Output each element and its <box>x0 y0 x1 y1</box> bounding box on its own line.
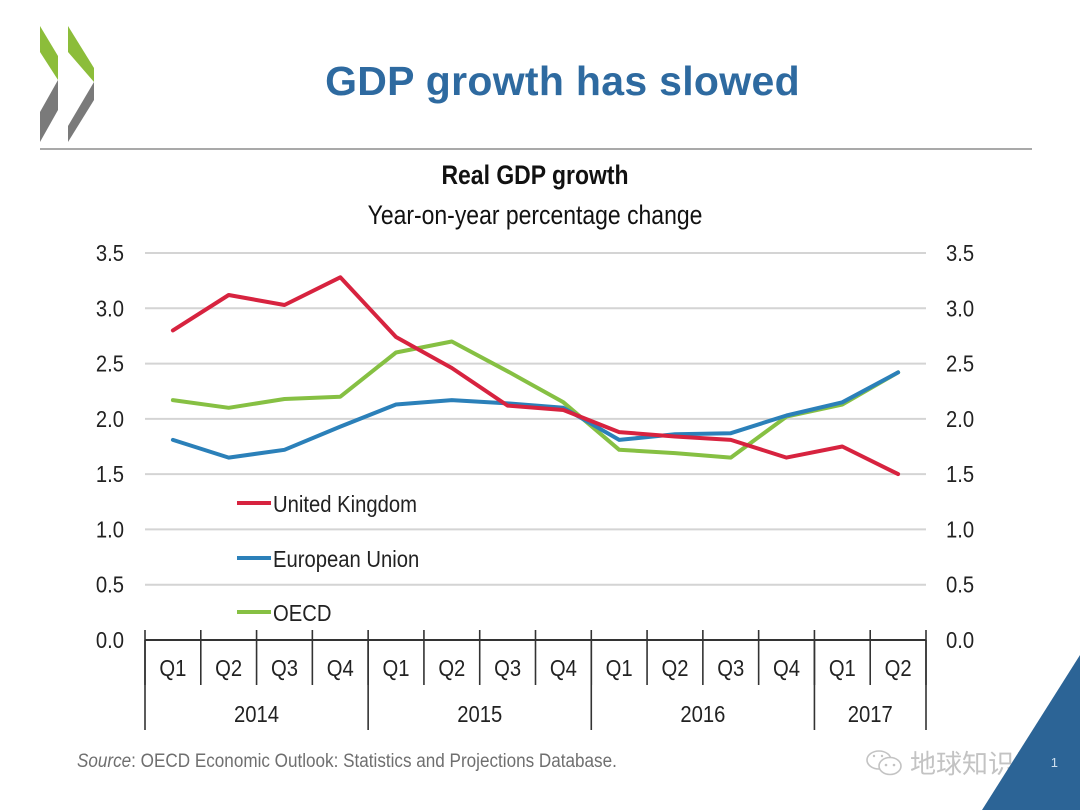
series-line-european-union <box>170 370 901 460</box>
series-line-united-kingdom <box>170 275 901 477</box>
chart-title: Real GDP growth <box>441 160 629 190</box>
y-axis-right: 0.0 0.5 1.0 1.5 2.0 2.5 3.0 3.5 <box>946 240 974 654</box>
y-tick-label-right: 1.0 <box>946 516 974 543</box>
x-tick-label-quarter: Q4 <box>550 655 577 682</box>
legend-label: OECD <box>273 600 331 627</box>
x-axis: Q1 Q2 Q3 Q4 Q1 Q2 Q3 Q4 Q1 Q2 Q3 Q4 Q1 Q2 2014 2015 2016… <box>144 630 927 730</box>
y-tick-label-left: 3.0 <box>96 295 124 322</box>
y-tick-label-right: 1.5 <box>946 461 974 488</box>
logo-chevron-left-grey <box>40 80 58 142</box>
y-tick-label-left: 0.5 <box>96 571 124 598</box>
y-axis-left: 0.0 0.5 1.0 1.5 2.0 2.5 3.0 3.5 <box>96 240 124 654</box>
x-tick-label-year: 2014 <box>234 701 279 728</box>
series-lines <box>170 275 901 477</box>
y-tick-label-left: 3.5 <box>96 240 124 267</box>
y-tick-label-left: 1.5 <box>96 461 124 488</box>
y-tick-label-left: 2.0 <box>96 406 124 433</box>
y-tick-label-right: 0.5 <box>946 571 974 598</box>
x-tick-label-year: 2016 <box>680 701 725 728</box>
chart-subtitle: Year-on-year percentage change <box>367 200 703 230</box>
series-line-oecd <box>170 339 901 460</box>
source-text: : OECD Economic Outlook: Statistics and … <box>131 751 617 772</box>
gridlines <box>145 252 926 586</box>
x-tick-label-quarter: Q2 <box>215 655 242 682</box>
x-tick-label-year: 2015 <box>457 701 502 728</box>
x-tick-label-quarter: Q2 <box>885 655 912 682</box>
page-number: 1 <box>1050 755 1058 770</box>
x-tick-label-quarter: Q2 <box>661 655 688 682</box>
x-tick-label-quarter: Q3 <box>717 655 744 682</box>
oecd-logo <box>40 26 94 142</box>
x-tick-label-quarter: Q1 <box>383 655 410 682</box>
x-tick-label-quarter: Q3 <box>494 655 521 682</box>
logo-chevron-right-green <box>68 26 94 82</box>
x-tick-label-quarter: Q2 <box>438 655 465 682</box>
x-tick-label-year: 2017 <box>848 701 893 728</box>
source-note: Source: OECD Economic Outlook: Statistic… <box>77 751 617 773</box>
corner-triangle-decoration <box>982 655 1080 810</box>
x-tick-label-quarter: Q3 <box>271 655 298 682</box>
legend: United Kingdom European Union OECD <box>237 491 419 627</box>
slide-title: GDP growth has slowed <box>325 58 800 104</box>
y-tick-label-right: 3.5 <box>946 240 974 267</box>
x-tick-label-quarter: Q4 <box>773 655 800 682</box>
y-tick-label-left: 2.5 <box>96 350 124 377</box>
x-tick-label-quarter: Q1 <box>829 655 856 682</box>
wechat-icon <box>866 749 902 775</box>
legend-label: United Kingdom <box>273 491 417 518</box>
y-tick-label-left: 1.0 <box>96 516 124 543</box>
title-divider <box>40 148 1032 150</box>
y-tick-label-right: 2.0 <box>946 406 974 433</box>
logo-chevron-right-grey <box>68 82 94 142</box>
y-tick-label-left: 0.0 <box>96 627 124 654</box>
y-tick-label-right: 3.0 <box>946 295 974 322</box>
legend-label: European Union <box>273 546 419 573</box>
y-tick-label-right: 0.0 <box>946 627 974 654</box>
source-label: Source <box>77 751 132 772</box>
x-tick-label-quarter: Q4 <box>327 655 354 682</box>
logo-chevron-left-green <box>40 26 58 80</box>
x-tick-label-quarter: Q1 <box>606 655 633 682</box>
y-tick-label-right: 2.5 <box>946 350 974 377</box>
x-tick-label-quarter: Q1 <box>159 655 186 682</box>
